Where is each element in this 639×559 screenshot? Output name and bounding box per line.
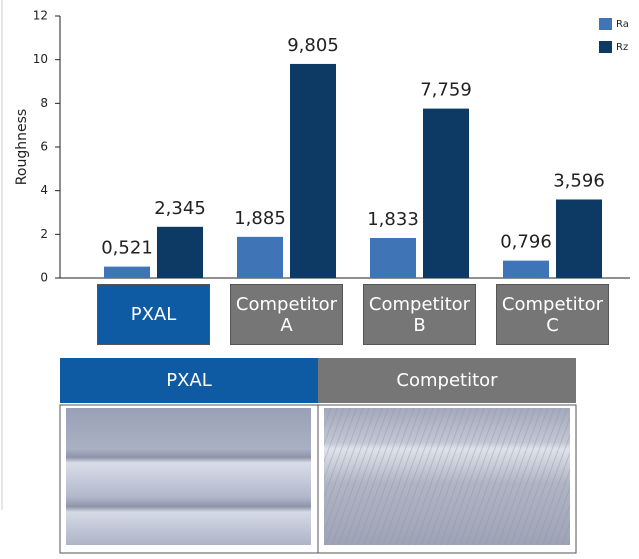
y-tick-label: 8: [40, 96, 48, 110]
y-tick-label: 0: [40, 271, 48, 285]
value-label: 3,596: [553, 170, 605, 191]
category-label: Competitor C: [496, 284, 609, 345]
y-axis-label: Roughness: [14, 109, 30, 185]
bar: [237, 236, 283, 278]
bar: [370, 237, 416, 278]
value-label: 1,885: [234, 208, 286, 229]
table-header: PXAL: [60, 358, 318, 403]
bar: [157, 226, 203, 278]
value-label: 2,345: [154, 198, 206, 219]
y-tick-label: 12: [33, 9, 48, 23]
legend-label: Rz: [616, 42, 628, 53]
category-label: Competitor B: [363, 284, 476, 345]
competitor-texture: [324, 408, 570, 545]
legend-swatch: [599, 18, 612, 30]
bar: [556, 199, 602, 278]
value-label: 1,833: [367, 209, 419, 230]
y-tick-label: 4: [40, 183, 48, 197]
bar: [290, 63, 336, 279]
y-tick-label: 2: [40, 227, 48, 241]
value-label: 0,796: [500, 232, 552, 253]
value-label: 0,521: [101, 238, 153, 259]
category-label: Competitor A: [230, 284, 343, 345]
bar: [104, 266, 150, 278]
bar: [423, 108, 469, 278]
table-header: Competitor: [318, 358, 576, 403]
value-label: 9,805: [287, 35, 339, 56]
y-tick-label: 6: [40, 140, 48, 154]
y-tick-label: 10: [33, 52, 48, 66]
bar: [503, 260, 549, 278]
category-label: PXAL: [97, 284, 210, 345]
pxal-surface: [66, 408, 311, 545]
legend-swatch: [599, 41, 612, 53]
value-label: 7,759: [420, 80, 472, 101]
legend-label: Ra: [616, 19, 629, 30]
